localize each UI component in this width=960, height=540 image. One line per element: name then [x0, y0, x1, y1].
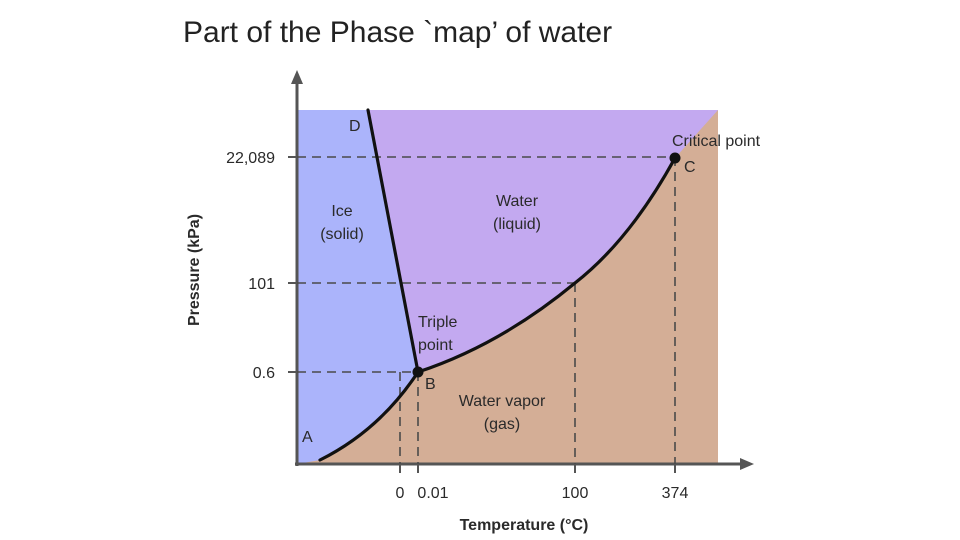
vaporization-curve — [416, 156, 677, 374]
x-axis-arrow — [740, 458, 754, 470]
solid-region — [297, 110, 418, 464]
x-axis-label: Temperature (°C) — [460, 517, 589, 534]
triple-point-marker — [412, 366, 424, 378]
solid-label-line2: (solid) — [320, 226, 364, 243]
y-tick-label-101: 101 — [248, 276, 275, 293]
liquid-label-line1: Water — [496, 193, 539, 210]
y-tick-label-0.6: 0.6 — [253, 365, 275, 382]
triple-point-label-line2: point — [418, 337, 453, 354]
point-label-B: B — [425, 376, 436, 393]
triple-point-label-line1: Triple — [418, 314, 458, 331]
y-tick-label-22089: 22,089 — [226, 150, 275, 167]
critical-point-marker — [669, 152, 681, 164]
point-label-C: C — [684, 159, 696, 176]
critical-point-label: Critical point — [672, 133, 761, 150]
gas-label-line2: (gas) — [484, 416, 520, 433]
x-tick-label-374: 374 — [662, 485, 689, 502]
x-tick-label-0.01: 0.01 — [417, 485, 448, 502]
slide-title: Part of the Phase `map’ of water — [183, 16, 613, 49]
melting-curve — [366, 108, 420, 374]
point-label-D: D — [349, 118, 361, 135]
gas-label-line1: Water vapor — [459, 393, 546, 410]
y-axis-arrow — [291, 70, 303, 84]
y-axis-label: Pressure (kPa) — [186, 214, 203, 326]
liquid-region — [368, 110, 718, 372]
point-label-A: A — [302, 429, 313, 446]
x-tick-label-100: 100 — [562, 485, 589, 502]
liquid-label-line2: (liquid) — [493, 216, 541, 233]
x-tick-label-0: 0 — [396, 485, 405, 502]
sublimation-curve — [318, 370, 420, 462]
solid-label-line1: Ice — [331, 203, 352, 220]
